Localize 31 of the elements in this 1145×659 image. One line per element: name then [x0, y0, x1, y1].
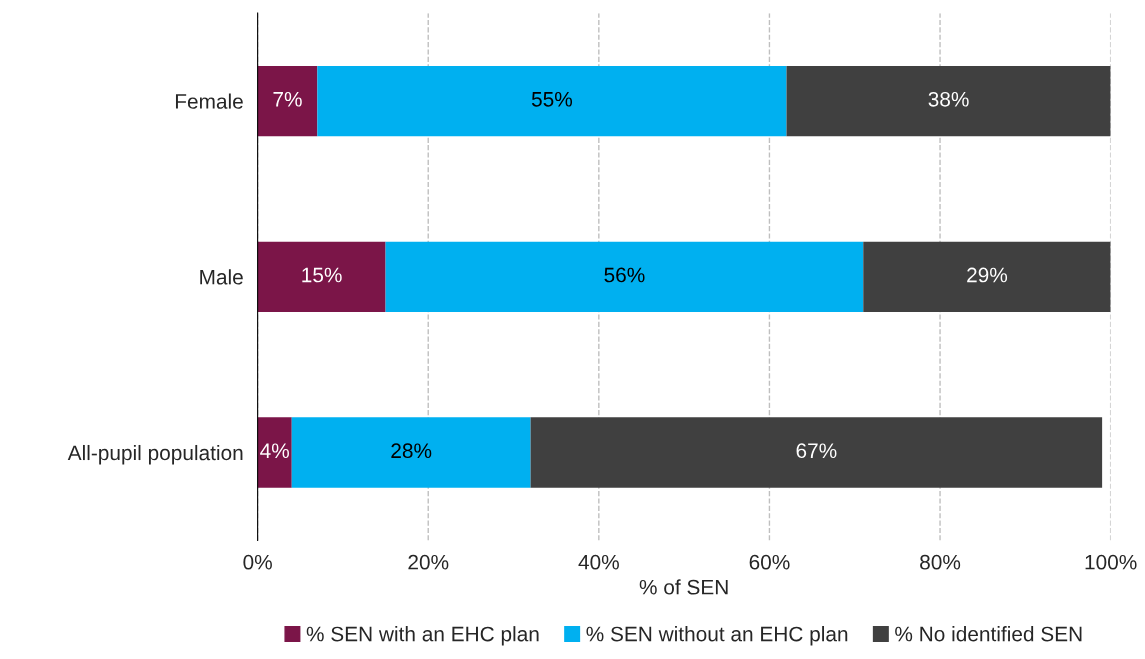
bar — [257, 65, 318, 137]
bar — [530, 417, 1103, 488]
data-label: 15% — [302, 267, 342, 283]
bar — [257, 417, 292, 488]
y-tick-label: Male — [200, 269, 243, 285]
bar — [291, 417, 531, 488]
data-label: 29% — [967, 267, 1008, 283]
bar — [317, 65, 787, 137]
data-label: 56% — [604, 267, 645, 283]
x-tick-label: 80% — [920, 554, 961, 570]
bar — [786, 65, 1111, 137]
legend-label: % No identified SEN — [895, 626, 1082, 642]
x-tick-label: 40% — [578, 554, 619, 570]
data-label: 4% — [260, 443, 289, 459]
x-tick-label: 60% — [749, 554, 790, 570]
bar — [257, 241, 386, 312]
data-label: 55% — [531, 91, 573, 107]
data-label: 67% — [796, 443, 837, 459]
x-axis-title: % of SEN — [639, 579, 728, 595]
x-tick-label: 100% — [1085, 554, 1137, 570]
bar — [863, 241, 1111, 312]
bar — [385, 241, 864, 312]
x-tick-label: 20% — [408, 554, 449, 570]
data-label: 28% — [391, 443, 432, 459]
x-tick-label: 0% — [243, 554, 272, 570]
legend-label: % SEN without an EHC plan — [586, 626, 848, 646]
data-label: 38% — [928, 91, 969, 107]
legend-label: % SEN with an EHC plan — [306, 626, 539, 646]
y-tick-label: Female — [175, 93, 243, 109]
data-label: 7% — [273, 91, 302, 107]
y-tick-label: All-pupil population — [67, 444, 243, 465]
